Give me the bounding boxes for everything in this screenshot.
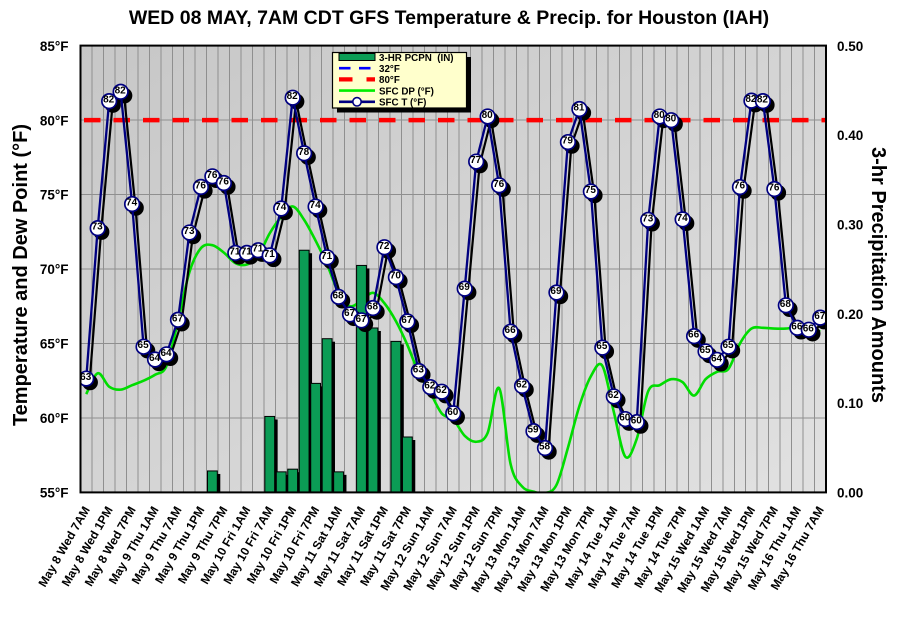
svg-text:74: 74 xyxy=(126,198,138,209)
svg-text:80: 80 xyxy=(654,110,666,121)
svg-text:67: 67 xyxy=(344,308,356,319)
svg-text:73: 73 xyxy=(642,213,654,224)
svg-text:63: 63 xyxy=(413,365,425,376)
svg-text:71: 71 xyxy=(264,249,276,260)
svg-text:66: 66 xyxy=(791,321,803,332)
svg-text:WED 08 MAY, 7AM CDT GFS Temper: WED 08 MAY, 7AM CDT GFS Temperature & Pr… xyxy=(129,7,769,29)
svg-text:74: 74 xyxy=(275,202,287,213)
svg-text:0.40: 0.40 xyxy=(837,128,863,143)
svg-text:58: 58 xyxy=(539,442,551,453)
svg-text:0.50: 0.50 xyxy=(837,39,863,54)
svg-text:77: 77 xyxy=(470,155,482,166)
svg-text:85°F: 85°F xyxy=(40,39,69,54)
svg-text:0.30: 0.30 xyxy=(837,218,863,233)
svg-text:80°F: 80°F xyxy=(379,75,400,86)
svg-text:63: 63 xyxy=(80,372,92,383)
svg-text:Temperature and Dew Point (°F): Temperature and Dew Point (°F) xyxy=(10,124,32,426)
svg-text:76: 76 xyxy=(734,181,746,192)
svg-text:82: 82 xyxy=(103,95,115,106)
svg-text:64: 64 xyxy=(160,348,172,359)
svg-text:62: 62 xyxy=(424,381,436,392)
svg-text:82: 82 xyxy=(115,85,127,96)
svg-text:73: 73 xyxy=(183,226,195,237)
svg-text:67: 67 xyxy=(401,315,413,326)
svg-text:82: 82 xyxy=(745,94,757,105)
svg-text:0.00: 0.00 xyxy=(837,486,863,501)
svg-text:0.20: 0.20 xyxy=(837,307,863,322)
svg-text:71: 71 xyxy=(229,246,241,257)
svg-text:75: 75 xyxy=(585,185,597,196)
svg-text:SFC T (°F): SFC T (°F) xyxy=(379,98,426,109)
svg-text:76: 76 xyxy=(206,170,218,181)
svg-text:55°F: 55°F xyxy=(40,486,69,501)
svg-text:70: 70 xyxy=(390,271,402,282)
svg-text:60°F: 60°F xyxy=(40,411,69,426)
svg-text:3-hr Precipitation Amounts: 3-hr Precipitation Amounts xyxy=(867,147,889,403)
svg-text:62: 62 xyxy=(516,379,528,390)
svg-text:60: 60 xyxy=(447,407,459,418)
svg-text:60: 60 xyxy=(631,416,643,427)
svg-text:76: 76 xyxy=(218,177,230,188)
svg-text:67: 67 xyxy=(172,313,184,324)
svg-text:74: 74 xyxy=(677,213,689,224)
svg-text:64: 64 xyxy=(149,353,161,364)
svg-text:82: 82 xyxy=(287,91,299,102)
svg-text:68: 68 xyxy=(332,290,344,301)
svg-text:65: 65 xyxy=(596,341,608,352)
svg-text:62: 62 xyxy=(608,390,620,401)
svg-text:66: 66 xyxy=(803,323,815,334)
svg-text:72: 72 xyxy=(378,241,390,252)
svg-text:81: 81 xyxy=(573,103,585,114)
svg-text:78: 78 xyxy=(298,147,310,158)
svg-text:80: 80 xyxy=(665,114,677,125)
svg-text:60: 60 xyxy=(619,413,631,424)
svg-text:59: 59 xyxy=(527,425,539,436)
svg-text:79: 79 xyxy=(562,136,574,147)
svg-text:70°F: 70°F xyxy=(40,262,69,277)
svg-text:66: 66 xyxy=(505,325,517,336)
svg-text:76: 76 xyxy=(493,179,505,190)
svg-text:32°F: 32°F xyxy=(379,64,400,75)
svg-text:SFC DP (°F): SFC DP (°F) xyxy=(379,86,434,97)
svg-text:0.10: 0.10 xyxy=(837,396,863,411)
svg-text:67: 67 xyxy=(814,311,826,322)
svg-text:65: 65 xyxy=(138,340,150,351)
svg-text:76: 76 xyxy=(768,183,780,194)
svg-text:73: 73 xyxy=(92,222,104,233)
svg-text:65°F: 65°F xyxy=(40,337,69,352)
svg-text:68: 68 xyxy=(367,302,379,313)
svg-text:71: 71 xyxy=(241,246,253,257)
svg-text:3-HR PCPN (IN): 3-HR PCPN (IN) xyxy=(379,53,454,64)
svg-text:71: 71 xyxy=(321,251,333,262)
svg-text:71: 71 xyxy=(252,244,264,255)
svg-text:69: 69 xyxy=(550,286,562,297)
svg-text:67: 67 xyxy=(355,314,367,325)
svg-text:65: 65 xyxy=(700,345,712,356)
svg-text:66: 66 xyxy=(688,330,700,341)
svg-text:80°F: 80°F xyxy=(40,113,69,128)
svg-text:76: 76 xyxy=(195,180,207,191)
svg-text:62: 62 xyxy=(436,385,448,396)
svg-text:69: 69 xyxy=(459,282,471,293)
svg-text:82: 82 xyxy=(757,95,769,106)
svg-text:74: 74 xyxy=(310,200,322,211)
svg-text:75°F: 75°F xyxy=(40,188,69,203)
svg-text:80: 80 xyxy=(482,110,494,121)
svg-text:68: 68 xyxy=(780,299,792,310)
svg-text:64: 64 xyxy=(711,353,723,364)
svg-text:65: 65 xyxy=(722,340,734,351)
